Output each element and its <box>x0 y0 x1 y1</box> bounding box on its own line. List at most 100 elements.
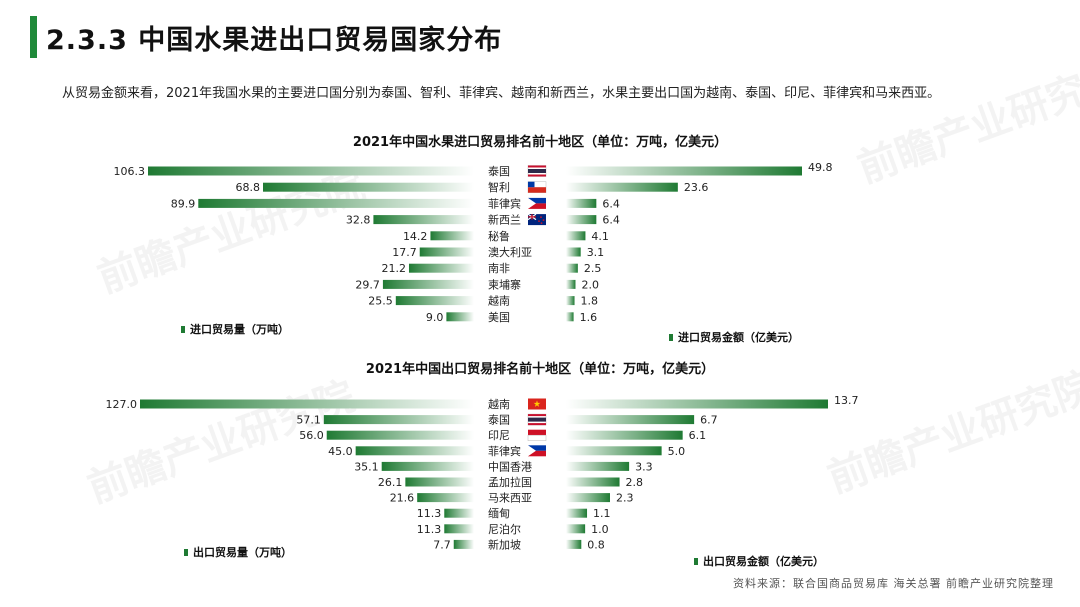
left-value-label: 26.1 <box>378 476 403 489</box>
right-bar <box>566 198 597 208</box>
left-bar <box>408 263 474 273</box>
svg-text:进口贸易量（万吨）: 进口贸易量（万吨） <box>190 322 289 336</box>
right-bar <box>566 524 586 534</box>
svg-text:进口贸易金额（亿美元）: 进口贸易金额（亿美元） <box>678 330 799 344</box>
title-accent-bar <box>30 16 37 58</box>
left-value-label: 89.9 <box>171 197 196 210</box>
import-chart-title: 2021年中国水果进口贸易排名前十地区（单位：万吨，亿美元） <box>352 135 728 150</box>
right-value-label: 49.8 <box>808 161 833 174</box>
left-value-label: 25.5 <box>368 295 393 308</box>
right-value-label: 2.8 <box>626 476 644 489</box>
left-value-label: 17.7 <box>392 246 417 259</box>
left-bar <box>355 446 474 456</box>
category-label: 缅甸 <box>488 506 510 520</box>
export-chart: 127.0 越南 13.7 57.1 泰国 6.7 56.0 印尼 6.1 45.0 菲律宾 5.0 3… <box>106 394 859 568</box>
right-bar <box>566 430 683 440</box>
category-label: 孟加拉国 <box>488 475 532 489</box>
chile-flag <box>527 181 547 193</box>
category-label: 秘鲁 <box>488 229 510 243</box>
left-bar <box>395 296 474 306</box>
category-label: 智利 <box>488 180 510 194</box>
category-label: 马来西亚 <box>488 492 532 505</box>
right-value-label: 5.0 <box>668 445 686 458</box>
left-value-label: 7.7 <box>433 538 451 551</box>
vietnam-flag <box>528 398 546 410</box>
left-bar <box>417 493 474 503</box>
left-bar <box>263 182 474 192</box>
category-label: 澳大利亚 <box>488 245 532 259</box>
left-bar <box>323 415 474 425</box>
source-note: 资料来源：联合国商品贸易库 海关总署 前瞻产业研究院整理 <box>733 577 1054 590</box>
right-bar <box>566 461 630 471</box>
right-bar <box>566 415 695 425</box>
legend-right: 进口贸易金额（亿美元） <box>669 330 799 344</box>
right-bar <box>566 247 581 257</box>
right-value-label: 1.8 <box>581 295 599 308</box>
category-label: 柬埔寨 <box>488 277 521 291</box>
left-bar <box>453 539 474 549</box>
right-bar <box>566 539 582 549</box>
left-value-label: 11.3 <box>417 507 442 520</box>
right-value-label: 1.1 <box>593 507 611 520</box>
right-value-label: 6.7 <box>700 414 718 427</box>
left-bar <box>419 247 474 257</box>
right-bar <box>566 508 588 518</box>
left-bar <box>140 399 474 409</box>
right-value-label: 6.1 <box>689 429 707 442</box>
category-label: 南非 <box>488 262 510 275</box>
left-value-label: 14.2 <box>403 230 428 243</box>
category-label: 新加坡 <box>488 537 521 551</box>
left-value-label: 45.0 <box>328 445 353 458</box>
right-bar <box>566 493 610 503</box>
category-label: 中国香港 <box>488 460 532 473</box>
page-title: 2.3.3 中国水果进出口贸易国家分布 <box>46 25 503 56</box>
right-value-label: 2.5 <box>584 262 602 275</box>
left-bar <box>148 166 474 176</box>
indonesia-flag <box>527 429 547 441</box>
left-value-label: 29.7 <box>355 278 380 291</box>
left-bar <box>381 461 474 471</box>
philippines-flag <box>528 197 546 209</box>
left-bar <box>382 279 474 289</box>
category-label: 越南 <box>488 397 510 411</box>
left-bar <box>446 312 474 322</box>
right-value-label: 4.1 <box>591 230 609 243</box>
category-label: 菲律宾 <box>488 444 521 458</box>
category-label: 印尼 <box>488 429 510 442</box>
right-value-label: 2.0 <box>581 278 599 291</box>
category-label: 泰国 <box>488 413 510 427</box>
right-bar <box>566 312 574 322</box>
left-bar <box>405 477 474 487</box>
right-bar <box>566 263 578 273</box>
right-bar <box>566 279 576 289</box>
left-value-label: 106.3 <box>114 165 146 178</box>
category-label: 美国 <box>488 311 510 324</box>
left-value-label: 56.0 <box>299 429 324 442</box>
svg-text:出口贸易量（万吨）: 出口贸易量（万吨） <box>193 545 292 559</box>
left-value-label: 127.0 <box>106 398 138 411</box>
category-label: 新西兰 <box>488 213 521 227</box>
left-value-label: 21.2 <box>381 262 406 275</box>
right-value-label: 6.4 <box>602 214 620 227</box>
thailand-flag <box>527 413 547 426</box>
left-bar <box>326 430 474 440</box>
category-label: 泰国 <box>488 164 510 178</box>
left-bar <box>444 508 474 518</box>
left-value-label: 11.3 <box>417 523 442 536</box>
right-value-label: 6.4 <box>602 197 620 210</box>
left-value-label: 32.8 <box>346 214 371 227</box>
left-value-label: 21.6 <box>390 492 415 505</box>
category-label: 菲律宾 <box>488 196 521 210</box>
left-value-label: 9.0 <box>426 311 444 324</box>
left-bar <box>373 215 474 225</box>
right-value-label: 3.3 <box>635 460 653 473</box>
left-value-label: 57.1 <box>296 414 321 427</box>
category-label: 尼泊尔 <box>488 523 521 536</box>
philippines-flag <box>528 445 546 457</box>
right-bar <box>566 446 662 456</box>
right-value-label: 3.1 <box>587 246 605 259</box>
right-bar <box>566 215 597 225</box>
import-chart: 106.3 泰国 49.8 68.8 智利 23.6 89.9 菲律宾 6.4 32.8 新西兰 6.… <box>114 161 833 344</box>
right-bar <box>566 399 828 409</box>
